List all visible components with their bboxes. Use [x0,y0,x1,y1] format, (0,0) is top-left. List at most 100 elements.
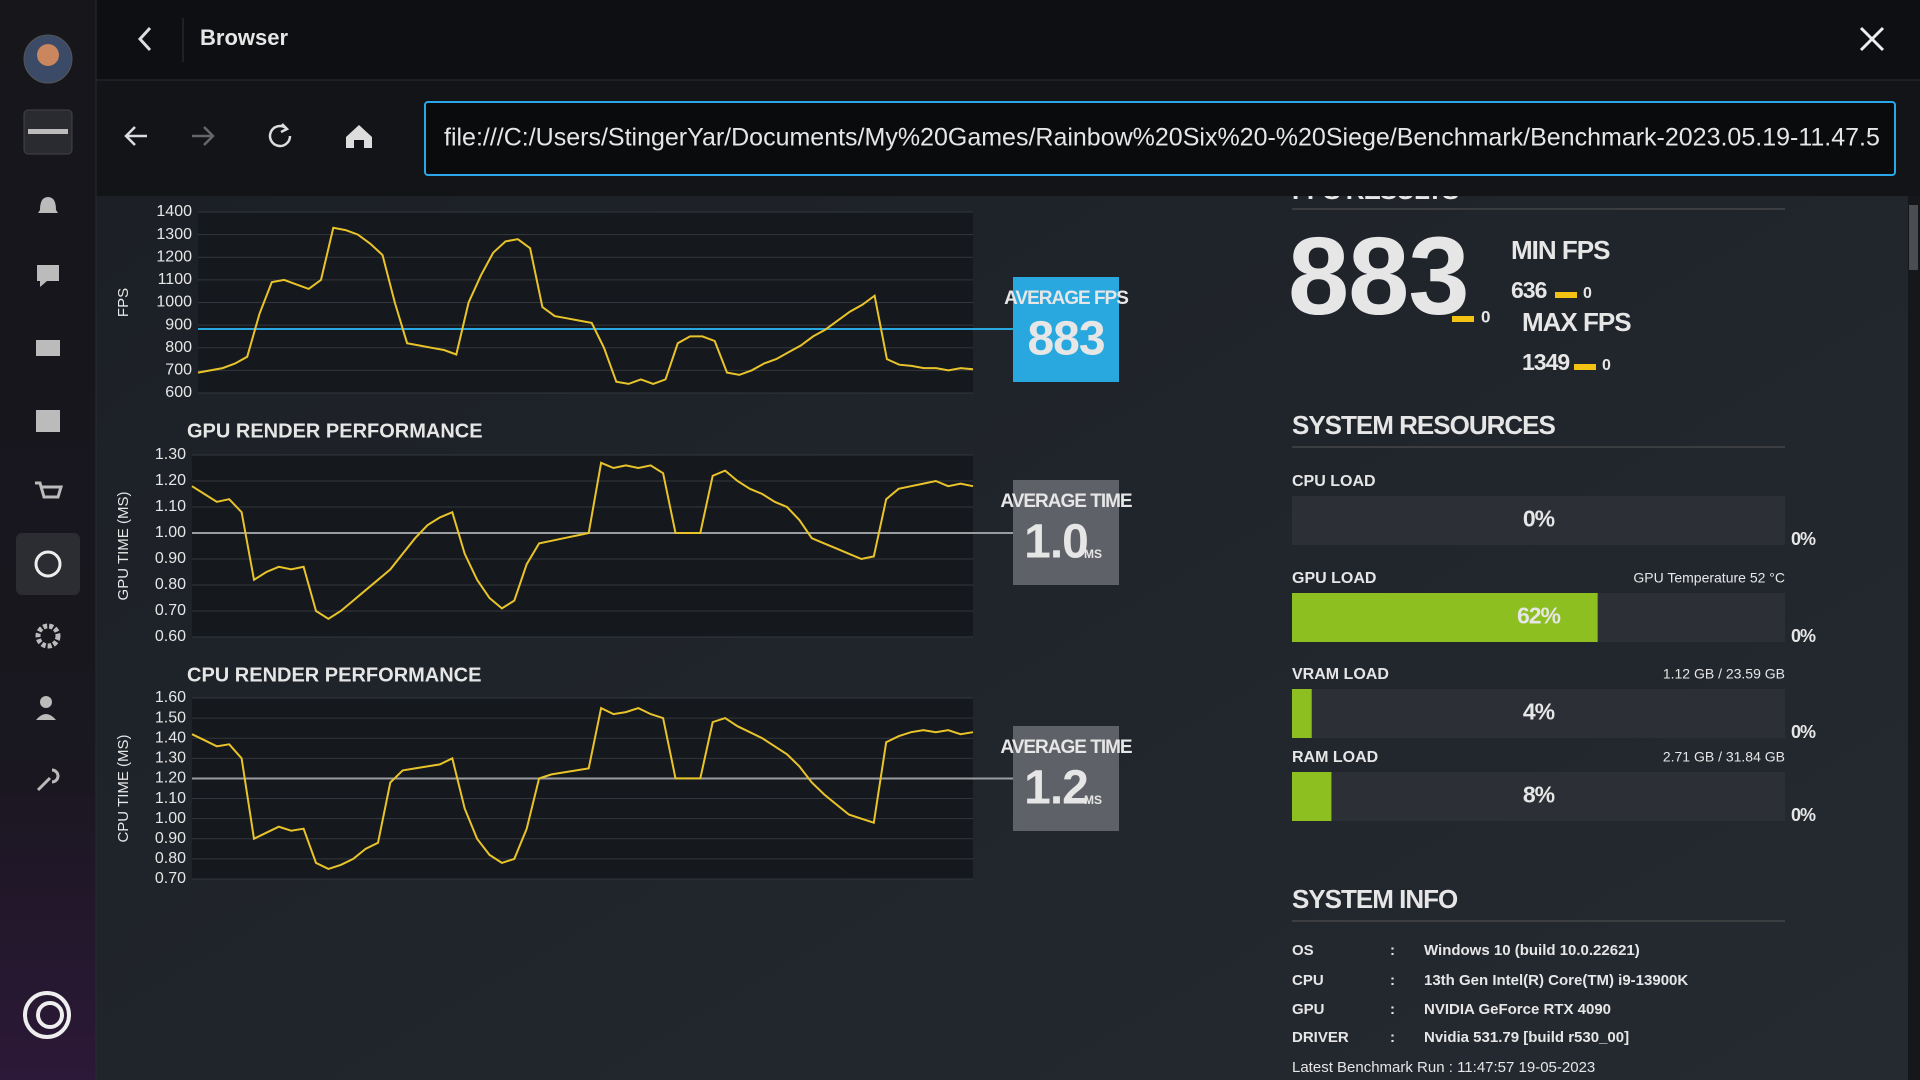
y-tick-label: 1300 [156,226,192,243]
y-tick-label: 1100 [158,271,193,288]
window-title: Browser [200,25,288,50]
section-title: SYSTEM RESOURCES [1292,410,1555,440]
friends[interactable] [36,340,60,356]
y-tick-label: 0.70 [155,602,186,619]
bar [1292,593,1598,642]
library[interactable] [36,410,60,432]
bar-label: RAM LOAD [1292,749,1378,766]
nav-back[interactable] [124,126,147,146]
active-item [16,533,80,595]
line [191,706,974,870]
y-axis-label: CPU TIME (MS) [115,734,132,842]
back-button[interactable] [137,26,152,52]
bar [1292,689,1312,738]
average-title: AVERAGE TIME [1000,737,1132,758]
info-cell: : [1390,1029,1395,1046]
info-cell: OS [1292,942,1314,959]
bar-value: 4% [1523,699,1555,725]
min-title: MIN FPS [1511,235,1610,265]
bar-label: CPU LOAD [1292,473,1376,490]
max-title: MAX FPS [1522,307,1631,337]
notifications[interactable] [38,197,58,213]
average-title: AVERAGE FPS [1004,288,1128,309]
content: FRAMES PERFORMANCE FPS 600 700 800 900 1000 110… [115,196,1817,1076]
url: file:///C:/Users/StingerYar/Documents/My… [444,124,1880,152]
title-bar [96,0,1920,80]
average-box [1013,480,1119,585]
average-value: 1.0 [1024,516,1088,569]
average-value: 1.2 [1024,762,1088,815]
info-cell: NVIDIA GeForce RTX 4090 [1424,1001,1611,1018]
delta-mark [1574,364,1596,370]
y-tick-label: 1.10 [155,498,186,515]
account[interactable] [40,696,52,708]
close-button[interactable] [1859,26,1885,52]
ubisoft-logo-inner [36,1001,64,1029]
chart-title: GPU RENDER PERFORMANCE [187,420,483,442]
bar-value: 62% [1517,603,1561,629]
tools[interactable] [36,768,60,792]
bar-side-value: 0% [1791,626,1816,646]
info-footer: Latest Benchmark Run : 11:47:57 19-05-20… [1292,1059,1595,1076]
bar-side-value: 0% [1791,805,1816,825]
delta-mark [1452,316,1474,322]
info-cell: CPU [1292,972,1324,989]
y-tick-label: 0.80 [155,850,186,867]
bar-value: 0% [1523,506,1555,532]
y-tick-label: 1.30 [155,750,186,767]
average-box [1013,726,1119,831]
max-fps: 1349 [1522,349,1569,375]
url-box[interactable] [424,101,1896,176]
scrollbar-thumb[interactable] [1909,205,1918,270]
y-tick-label: 900 [165,316,192,333]
y-tick-label: 1.10 [155,790,186,807]
average-title: AVERAGE TIME [1000,491,1132,512]
line [191,461,974,620]
y-tick-label: 0.90 [155,830,186,847]
info-cell: : [1390,1001,1395,1018]
scrollbar-track [1908,196,1920,1080]
section-title: SYSTEM INFO [1292,884,1458,914]
game-logo-mark [28,129,68,134]
average-fps: 883 [1288,215,1469,338]
bar-value: 8% [1523,782,1555,808]
bar-detail: GPU Temperature 52 °C [1633,570,1785,586]
home[interactable] [346,125,372,148]
plot-area [192,698,973,879]
y-tick-label: 0.80 [155,576,186,593]
reload-arrow [280,123,290,134]
bar-track [1292,689,1785,738]
y-tick-label: 1.20 [155,472,186,489]
info-cell: Nvidia 531.79 [build r530_00] [1424,1029,1629,1046]
y-tick-label: 1.30 [155,446,186,463]
browser-nav[interactable] [34,550,62,578]
y-tick-label: 800 [165,339,192,356]
delta-mark [1555,292,1577,298]
ubisoft-logo[interactable] [23,991,71,1039]
nav-forward[interactable] [192,126,215,146]
line [197,226,974,385]
info-cell: : [1390,942,1395,959]
y-tick-label: 0.90 [155,550,186,567]
average-box [1013,277,1119,382]
settings[interactable] [35,623,61,649]
bar [1292,772,1332,821]
reload[interactable] [268,124,292,148]
chat[interactable] [37,265,59,287]
min-delta: 0 [1583,285,1592,302]
average-unit: MS [1084,547,1102,561]
y-tick-label: 1.40 [155,729,186,746]
bar-track [1292,496,1785,545]
average-unit: MS [1084,793,1102,807]
info-cell: DRIVER [1292,1029,1349,1046]
info-cell: GPU [1292,1001,1325,1018]
y-tick-label: 1000 [156,294,192,311]
store[interactable] [35,481,64,499]
y-tick-label: 0.70 [155,870,186,887]
y-tick-label: 1400 [156,203,192,220]
bar-label: GPU LOAD [1292,570,1376,587]
bar-detail: 2.71 GB / 31.84 GB [1663,749,1785,765]
average-value: 883 [1027,313,1104,366]
